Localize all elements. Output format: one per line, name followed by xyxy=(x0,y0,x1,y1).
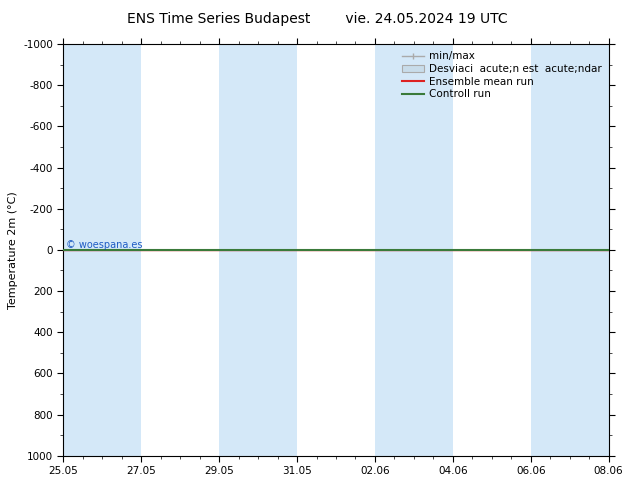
Y-axis label: Temperature 2m (°C): Temperature 2m (°C) xyxy=(8,191,18,309)
Legend: min/max, Desviaci  acute;n est  acute;ndar, Ensemble mean run, Controll run: min/max, Desviaci acute;n est acute;ndar… xyxy=(399,49,604,101)
Bar xyxy=(219,44,297,456)
Bar xyxy=(375,44,453,456)
Bar xyxy=(531,44,609,456)
Text: ENS Time Series Budapest        vie. 24.05.2024 19 UTC: ENS Time Series Budapest vie. 24.05.2024… xyxy=(127,12,507,26)
Text: © woespana.es: © woespana.es xyxy=(66,240,143,250)
Bar xyxy=(63,44,141,456)
